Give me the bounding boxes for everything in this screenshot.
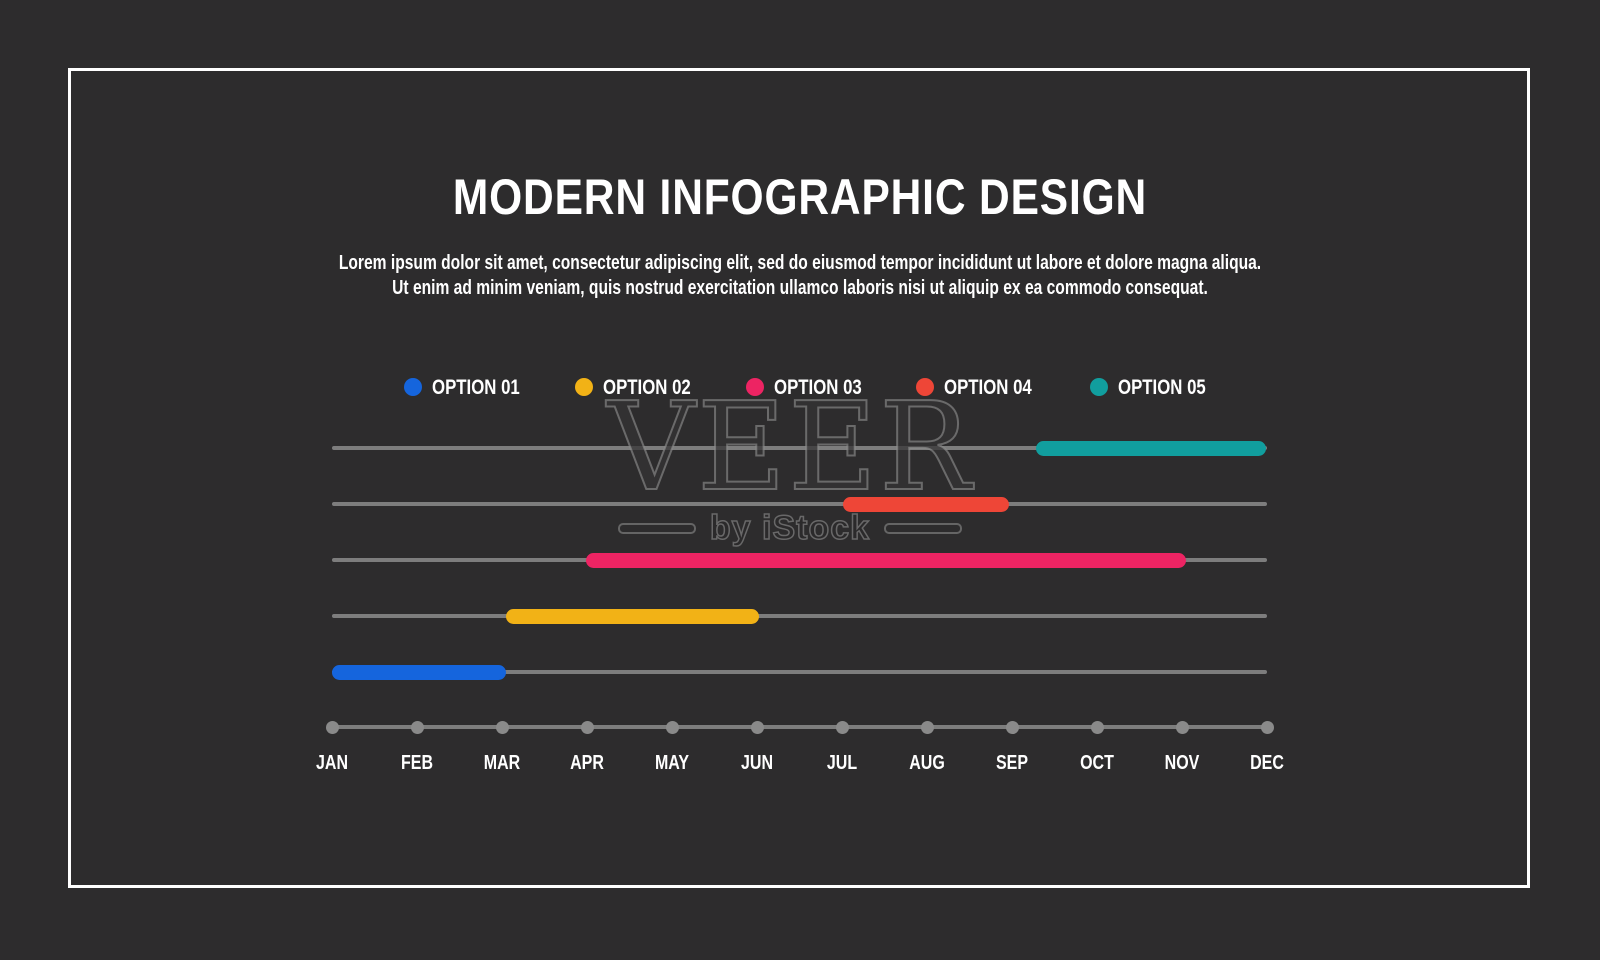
gantt-bar-option-05 bbox=[1035, 440, 1267, 456]
legend-label: OPTION 05 bbox=[1118, 376, 1206, 399]
legend-dot-icon bbox=[1090, 378, 1108, 396]
gantt-bar-option-04 bbox=[842, 496, 1009, 512]
subtitle-line-1: Lorem ipsum dolor sit amet, consectetur … bbox=[338, 252, 1262, 274]
subtitle-line-2: Ut enim ad minim veniam, quis nostrud ex… bbox=[392, 277, 1208, 299]
axis-dot-icon bbox=[835, 720, 849, 734]
subtitle: Lorem ipsum dolor sit amet, consectetur … bbox=[176, 251, 1424, 301]
month-label-sep: SEP bbox=[995, 752, 1029, 774]
legend-dot-icon bbox=[746, 378, 764, 396]
legend-dot-icon bbox=[575, 378, 593, 396]
month-label-oct: OCT bbox=[1080, 752, 1114, 774]
axis-dot-icon bbox=[750, 720, 764, 734]
month-label-dec: DEC bbox=[1250, 752, 1284, 774]
legend-label: OPTION 04 bbox=[944, 376, 1032, 399]
track-line bbox=[332, 614, 1267, 618]
month-label-feb: FEB bbox=[401, 752, 433, 774]
gantt-bar-option-03 bbox=[586, 552, 1187, 568]
axis-dot-icon bbox=[665, 720, 679, 734]
month-label-apr: APR bbox=[570, 752, 604, 774]
timeline-axis bbox=[332, 725, 1267, 729]
border-frame bbox=[68, 68, 1530, 888]
gantt-bar-option-02 bbox=[506, 608, 759, 624]
legend-dot-icon bbox=[404, 378, 422, 396]
axis-dot-icon bbox=[1090, 720, 1104, 734]
month-label-jul: JUL bbox=[826, 752, 858, 774]
gantt-bar-option-01 bbox=[332, 664, 507, 680]
axis-dot-icon bbox=[1260, 720, 1274, 734]
page-title: MODERN INFOGRAPHIC DESIGN bbox=[452, 169, 1148, 225]
track-line bbox=[332, 502, 1267, 506]
axis-dot-icon bbox=[920, 720, 934, 734]
axis-dot-icon bbox=[325, 720, 339, 734]
month-label-nov: NOV bbox=[1164, 752, 1200, 774]
axis-dot-icon bbox=[580, 720, 594, 734]
track-line bbox=[332, 446, 1267, 450]
legend-label: OPTION 03 bbox=[774, 376, 862, 399]
axis-dot-icon bbox=[410, 720, 424, 734]
month-label-may: MAY bbox=[654, 752, 690, 774]
track-line bbox=[332, 670, 1267, 674]
axis-dot-icon bbox=[1175, 720, 1189, 734]
month-label-aug: AUG bbox=[909, 752, 945, 774]
axis-dot-icon bbox=[495, 720, 509, 734]
legend-dot-icon bbox=[916, 378, 934, 396]
month-label-jan: JAN bbox=[315, 752, 348, 774]
axis-dot-icon bbox=[1005, 720, 1019, 734]
month-label-jun: JUN bbox=[740, 752, 773, 774]
month-label-mar: MAR bbox=[483, 752, 521, 774]
legend-label: OPTION 02 bbox=[603, 376, 691, 399]
legend-label: OPTION 01 bbox=[432, 376, 520, 399]
